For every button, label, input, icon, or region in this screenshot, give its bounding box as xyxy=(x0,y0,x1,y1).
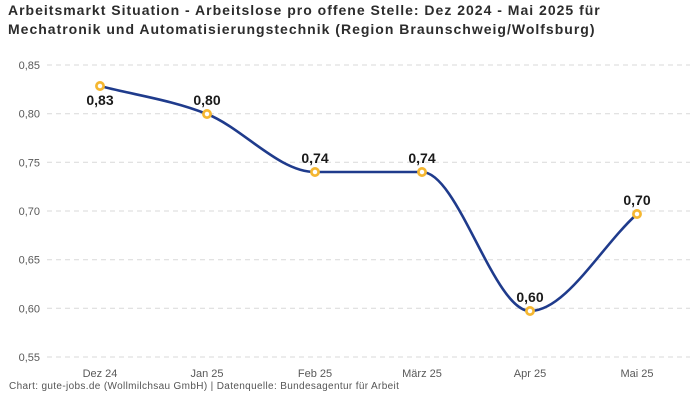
svg-text:0,74: 0,74 xyxy=(408,150,435,166)
svg-text:0,70: 0,70 xyxy=(623,192,650,208)
svg-text:0,75: 0,75 xyxy=(19,157,40,169)
svg-text:0,74: 0,74 xyxy=(301,150,328,166)
svg-text:0,60: 0,60 xyxy=(516,289,543,305)
svg-text:0,83: 0,83 xyxy=(86,92,113,108)
svg-text:0,80: 0,80 xyxy=(193,92,220,108)
svg-text:0,60: 0,60 xyxy=(19,303,40,315)
svg-text:0,85: 0,85 xyxy=(19,60,40,72)
svg-text:Jan 25: Jan 25 xyxy=(190,368,223,380)
svg-text:Dez 24: Dez 24 xyxy=(83,368,118,380)
svg-text:0,55: 0,55 xyxy=(19,352,40,364)
svg-text:Mai 25: Mai 25 xyxy=(620,368,653,380)
svg-text:Apr 25: Apr 25 xyxy=(514,368,546,380)
svg-text:0,80: 0,80 xyxy=(19,109,40,121)
svg-text:0,65: 0,65 xyxy=(19,255,40,267)
svg-text:Feb 25: Feb 25 xyxy=(298,368,332,380)
svg-text:0,70: 0,70 xyxy=(19,206,40,218)
svg-text:März 25: März 25 xyxy=(402,368,442,380)
